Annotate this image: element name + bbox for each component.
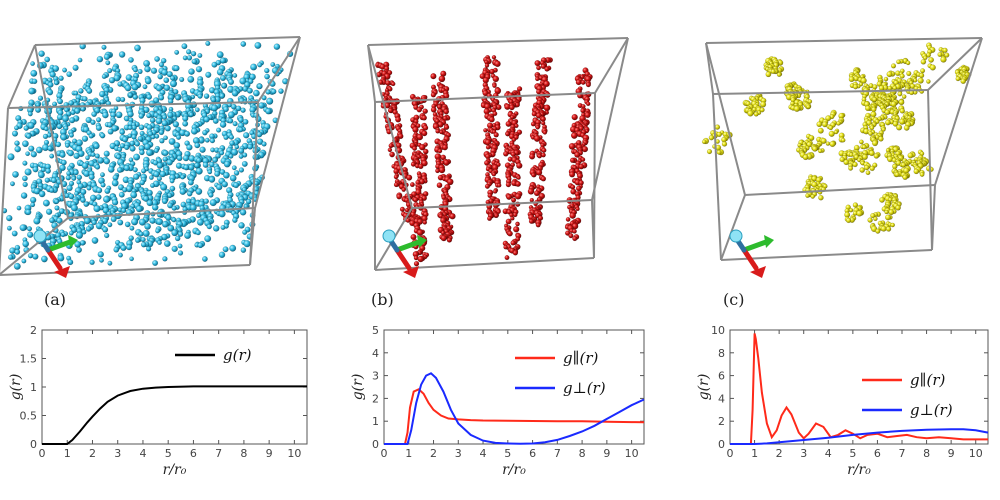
x-tick-label: 2 <box>776 447 783 460</box>
y-tick-label: 5 <box>372 324 379 337</box>
x-tick-label: 5 <box>849 447 856 460</box>
x-tick-label: 4 <box>825 447 832 460</box>
panel-label-b: (b) <box>371 290 394 309</box>
y-tick-label: 6 <box>718 370 725 383</box>
x-tick-label: 9 <box>603 447 610 460</box>
x-tick-label: 1 <box>751 447 758 460</box>
y-tick-label: 1 <box>30 381 37 394</box>
chart-b: 0 1 2 3 4 5 6 7 8 9 10 0 1 2 3 4 5 r/r₀ g(r) g∥(r) g⊥(r) <box>350 324 645 478</box>
legend-label: g(r) <box>223 346 252 364</box>
y-tick-label: 1.5 <box>20 353 38 366</box>
x-tick-label: 5 <box>165 447 172 460</box>
x-tick-label: 1 <box>64 447 71 460</box>
x-tick-label: 6 <box>529 447 536 460</box>
legend-label: g⊥(r) <box>910 401 953 419</box>
x-tick-label: 4 <box>480 447 487 460</box>
y-tick-label: 4 <box>718 392 725 405</box>
x-tick-label: 3 <box>455 447 462 460</box>
y-tick-label: 10 <box>711 324 725 337</box>
y-tick-label: 0.5 <box>20 410 38 423</box>
x-tick-label: 7 <box>899 447 906 460</box>
series-line <box>384 388 645 445</box>
x-tick-label: 10 <box>969 447 983 460</box>
x-tick-label: 9 <box>266 447 273 460</box>
x-tick-label: 6 <box>874 447 881 460</box>
y-tick-label: 2 <box>718 415 725 428</box>
x-tick-label: 8 <box>240 447 247 460</box>
x-tick-label: 0 <box>39 447 46 460</box>
x-tick-label: 9 <box>948 447 955 460</box>
x-tick-label: 0 <box>727 447 734 460</box>
legend-label: g∥(r) <box>910 371 946 389</box>
x-tick-label: 6 <box>190 447 197 460</box>
x-axis-label: r/r₀ <box>502 462 526 478</box>
series-line <box>384 372 645 445</box>
x-tick-label: 10 <box>625 447 639 460</box>
chart-c: 0 1 2 3 4 5 6 7 8 9 10 0 2 4 6 8 10 r/r₀ g(r) g∥(r) g⊥(r) <box>696 324 989 478</box>
x-tick-label: 1 <box>405 447 412 460</box>
x-tick-label: 3 <box>800 447 807 460</box>
x-axis-label: r/r₀ <box>847 462 871 478</box>
legend-label: g⊥(r) <box>563 379 606 397</box>
x-tick-label: 4 <box>139 447 146 460</box>
series-line <box>42 385 307 445</box>
series-line <box>730 428 989 445</box>
legend-label: g∥(r) <box>563 349 599 367</box>
simulation-box-c <box>701 37 983 278</box>
simulation-box-a <box>0 36 301 278</box>
y-tick-label: 1 <box>372 415 379 428</box>
y-tick-label: 8 <box>718 347 725 360</box>
y-tick-label: 0 <box>718 438 725 451</box>
y-tick-label: 0 <box>30 438 37 451</box>
y-axis-label: g(r) <box>8 374 24 401</box>
series-line <box>730 333 988 445</box>
x-tick-label: 0 <box>381 447 388 460</box>
x-tick-label: 10 <box>287 447 301 460</box>
y-axis-label: g(r) <box>696 374 712 401</box>
x-axis-label: r/r₀ <box>163 462 187 478</box>
y-tick-label: 0 <box>372 438 379 451</box>
x-tick-label: 5 <box>504 447 511 460</box>
x-tick-label: 7 <box>554 447 561 460</box>
plot-frame <box>729 329 989 445</box>
x-tick-label: 2 <box>430 447 437 460</box>
chart-a: 0 1 2 3 4 5 6 7 8 9 10 0 0.5 1 1.5 2 r/r₀ g(r) g(r) <box>8 324 308 478</box>
x-tick-label: 3 <box>114 447 121 460</box>
y-axis-label: g(r) <box>350 374 366 401</box>
x-tick-label: 7 <box>215 447 222 460</box>
y-tick-label: 4 <box>372 347 379 360</box>
x-tick-label: 2 <box>89 447 96 460</box>
y-tick-label: 3 <box>372 370 379 383</box>
panel-label-c: (c) <box>723 290 744 309</box>
x-tick-label: 8 <box>579 447 586 460</box>
x-tick-label: 8 <box>923 447 930 460</box>
y-tick-label: 2 <box>30 324 37 337</box>
panel-label-a: (a) <box>44 290 66 309</box>
simulation-box-b <box>367 37 629 278</box>
y-tick-label: 2 <box>372 392 379 405</box>
